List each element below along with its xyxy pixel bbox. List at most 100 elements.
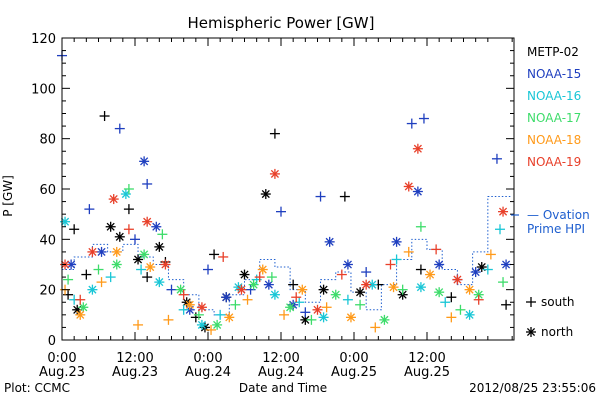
x-tick-date: Aug.23 [39, 365, 85, 380]
data-point [431, 244, 442, 255]
y-tick-label: 120 [31, 32, 56, 47]
star-d2 [249, 280, 258, 289]
x-tick-time: 0:00 [47, 351, 76, 366]
data-point [312, 304, 323, 315]
data-point [391, 236, 402, 247]
data-point [425, 269, 436, 280]
star-d2 [413, 187, 422, 196]
data-point [498, 277, 509, 288]
data-point [142, 178, 153, 189]
y-tick-label: 60 [39, 183, 56, 198]
x-tick-time: 0:00 [339, 351, 368, 366]
star-d2 [465, 285, 474, 294]
data-point [446, 312, 457, 323]
series-noaa-16 [60, 189, 505, 330]
data-point [434, 287, 445, 298]
star-d2 [143, 217, 152, 226]
data-point [63, 274, 74, 285]
data-point [370, 322, 381, 333]
data-point [318, 284, 329, 295]
data-point [355, 299, 366, 310]
data-point [263, 279, 274, 290]
data-point [236, 284, 247, 295]
data-point [123, 204, 134, 215]
data-point [260, 189, 271, 200]
y-tick-label: 80 [39, 133, 56, 148]
x-tick-date: Aug.24 [258, 365, 304, 380]
data-point [114, 123, 125, 134]
legend-marker-label: north [541, 325, 573, 339]
data-point [248, 279, 259, 290]
data-point [206, 324, 217, 335]
data-point [324, 236, 335, 247]
data-point [464, 284, 475, 295]
data-point [108, 194, 119, 205]
star-d2 [343, 260, 352, 269]
data-point [482, 264, 493, 275]
star-d2 [88, 247, 97, 256]
y-tick-label: 0 [48, 334, 56, 349]
data-point [269, 289, 280, 300]
data-point [93, 264, 104, 275]
data-point [315, 191, 326, 202]
axes: 0204060801001200:00Aug.2312:00Aug.230:00… [31, 32, 515, 380]
x-tick-date: Aug.25 [331, 365, 377, 380]
data-point [154, 241, 165, 252]
star-d2 [197, 303, 206, 312]
data-point [403, 246, 414, 257]
star-d2 [416, 283, 425, 292]
star-d2 [133, 255, 143, 264]
star-d2 [146, 262, 155, 272]
data-point [84, 204, 95, 215]
star-d2 [331, 290, 340, 299]
data-point [276, 206, 286, 217]
star-d2 [435, 288, 444, 297]
star-d2 [197, 320, 206, 329]
data-point [434, 259, 445, 270]
y-tick-label: 100 [31, 82, 56, 97]
data-points [57, 50, 512, 335]
series-metp-02 [63, 111, 512, 333]
data-point [157, 229, 168, 240]
data-point [105, 272, 116, 283]
star-d2 [261, 189, 270, 199]
x-tick-date: Aug.23 [112, 365, 158, 380]
legend-marker-label: south [541, 295, 575, 309]
star-d2 [404, 182, 413, 191]
star-d2 [471, 267, 480, 277]
data-point [470, 267, 481, 278]
star-d2 [392, 237, 401, 246]
data-point [446, 292, 457, 303]
data-point [288, 279, 299, 290]
x-tick-time: 12:00 [116, 351, 153, 366]
data-point [440, 297, 451, 308]
data-point [367, 279, 378, 290]
data-point [123, 224, 134, 235]
star-d2 [237, 285, 246, 294]
data-point [166, 284, 177, 295]
star-d2 [115, 232, 124, 241]
star-d2 [435, 260, 444, 269]
star-d2 [389, 283, 398, 292]
plot-timestamp: 2012/08/25 23:55:06 [469, 381, 596, 395]
y-tick-label: 40 [39, 233, 56, 248]
data-point [96, 246, 107, 257]
data-point [130, 234, 140, 245]
data-point [133, 319, 144, 330]
star-d2 [176, 285, 185, 294]
data-point [111, 259, 122, 270]
data-point [473, 294, 484, 305]
star-d2 [425, 270, 435, 279]
data-point [285, 302, 296, 313]
star-d2 [502, 260, 511, 269]
data-point [318, 312, 329, 323]
star-d2 [152, 222, 161, 231]
data-point [184, 299, 195, 310]
data-point [66, 259, 77, 270]
star-d2 [356, 288, 365, 297]
data-point [306, 314, 317, 325]
data-point [154, 277, 165, 288]
data-point [391, 254, 402, 265]
star-d2 [319, 285, 328, 294]
data-point [355, 287, 366, 298]
